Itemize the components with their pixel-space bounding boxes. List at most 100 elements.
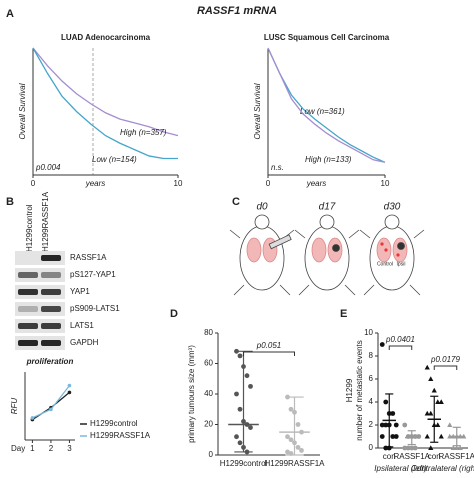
point <box>237 440 243 446</box>
series-line <box>32 385 70 419</box>
day-label: d30 <box>384 202 401 213</box>
point <box>390 434 396 439</box>
y-tick-label: 20 <box>204 420 213 429</box>
point <box>431 387 437 393</box>
blot-band <box>41 340 61 346</box>
y-tick-label: 2 <box>369 420 374 429</box>
x-tick-label: 10 <box>381 179 390 188</box>
point <box>428 410 434 416</box>
point <box>393 422 399 428</box>
significance-bracket <box>388 345 413 350</box>
point <box>234 391 239 397</box>
x-tick-label: RASSF1A <box>394 452 431 461</box>
y-axis-label: primary tumours size (mm³) <box>187 345 196 443</box>
x-tick-label: 0 <box>31 179 36 188</box>
point <box>457 445 463 450</box>
panel-label: C <box>232 196 240 208</box>
panel-label: B <box>6 196 14 208</box>
blot-column-label: H1299RASSF1A <box>41 191 50 252</box>
blot-row-label: RASSF1A <box>70 253 107 262</box>
point <box>409 445 415 451</box>
point <box>435 399 441 404</box>
point <box>379 342 385 347</box>
series-line <box>267 47 386 163</box>
point <box>237 406 243 412</box>
y-axis-label: number of metastatic events <box>355 340 364 441</box>
series-label: Low (n=361) <box>300 107 345 116</box>
series-label: High (n=357) <box>120 128 167 137</box>
y-tick-label: 80 <box>204 328 213 337</box>
point <box>454 445 460 450</box>
point <box>248 425 253 430</box>
series-label: High (n=133) <box>305 155 352 164</box>
y-tick-label: 40 <box>204 389 213 398</box>
point <box>450 445 456 450</box>
point <box>393 434 399 439</box>
point <box>379 434 385 439</box>
blot-row-label: pS127-YAP1 <box>70 270 116 279</box>
point <box>428 445 434 450</box>
blot-strip <box>15 336 65 350</box>
x-tick-label: 10 <box>174 179 183 188</box>
x-axis-label: Day <box>11 444 25 453</box>
day-label: d17 <box>319 202 336 213</box>
significance-bracket <box>433 365 458 370</box>
y-tick-label: 10 <box>364 328 373 337</box>
point <box>461 433 467 439</box>
annotation: p0.051 <box>256 341 281 350</box>
chart-title: LUAD Adenocarcinoma <box>61 33 151 42</box>
blot-row-label: pS909-LATS1 <box>70 304 120 313</box>
y-axis-label: H1299 <box>345 378 354 402</box>
x-tick-label: 1 <box>30 444 35 453</box>
figure-title: RASSF1 mRNA <box>197 5 277 17</box>
blot-band <box>41 272 61 278</box>
significance-bracket <box>243 351 295 356</box>
point <box>285 434 290 440</box>
point <box>295 422 301 427</box>
point <box>435 422 441 427</box>
x-axis-label: years <box>85 179 106 188</box>
y-tick-label: 8 <box>369 351 374 360</box>
blot-band <box>18 323 38 329</box>
point <box>244 373 250 379</box>
panel-label: E <box>340 308 347 320</box>
panel-label: D <box>170 308 178 320</box>
x-tick-label: 3 <box>67 444 72 453</box>
mouse-drawings <box>229 214 425 296</box>
y-tick-label: 60 <box>204 359 213 368</box>
legend-label: H1299control <box>90 419 138 428</box>
point <box>405 445 411 451</box>
chart-title: LUSC Squamous Cell Carcinoma <box>264 33 390 42</box>
point <box>383 422 389 428</box>
point <box>299 448 304 453</box>
site-label: Ipsil <box>397 261 406 267</box>
blot-band <box>41 306 61 312</box>
y-axis-label: Overall Survival <box>18 83 27 139</box>
point <box>447 422 453 427</box>
x-tick-label: con <box>383 452 396 461</box>
y-tick-label: 6 <box>369 374 374 383</box>
blot-strip <box>15 268 65 282</box>
point <box>237 353 243 359</box>
blot-band <box>18 289 38 295</box>
annotation: p0.0401 <box>385 335 415 344</box>
blot-strip <box>15 319 65 333</box>
blot-band <box>41 289 61 295</box>
annotation: n.s. <box>271 163 284 172</box>
blot-band <box>18 272 38 278</box>
group-label: Contralateral (right) <box>411 464 474 473</box>
x-tick-label: H1299control <box>220 459 268 468</box>
point <box>438 433 444 439</box>
x-tick-label: 2 <box>49 444 54 453</box>
group-label: Ipsilateral (left) <box>374 464 427 473</box>
blot-band <box>41 323 61 329</box>
point <box>447 433 453 439</box>
legend-label: H1299RASSF1A <box>90 431 151 440</box>
point <box>390 411 396 416</box>
point <box>402 422 408 428</box>
point <box>424 410 430 416</box>
y-tick-label: 4 <box>369 397 374 406</box>
point <box>379 422 385 428</box>
point <box>402 445 408 451</box>
